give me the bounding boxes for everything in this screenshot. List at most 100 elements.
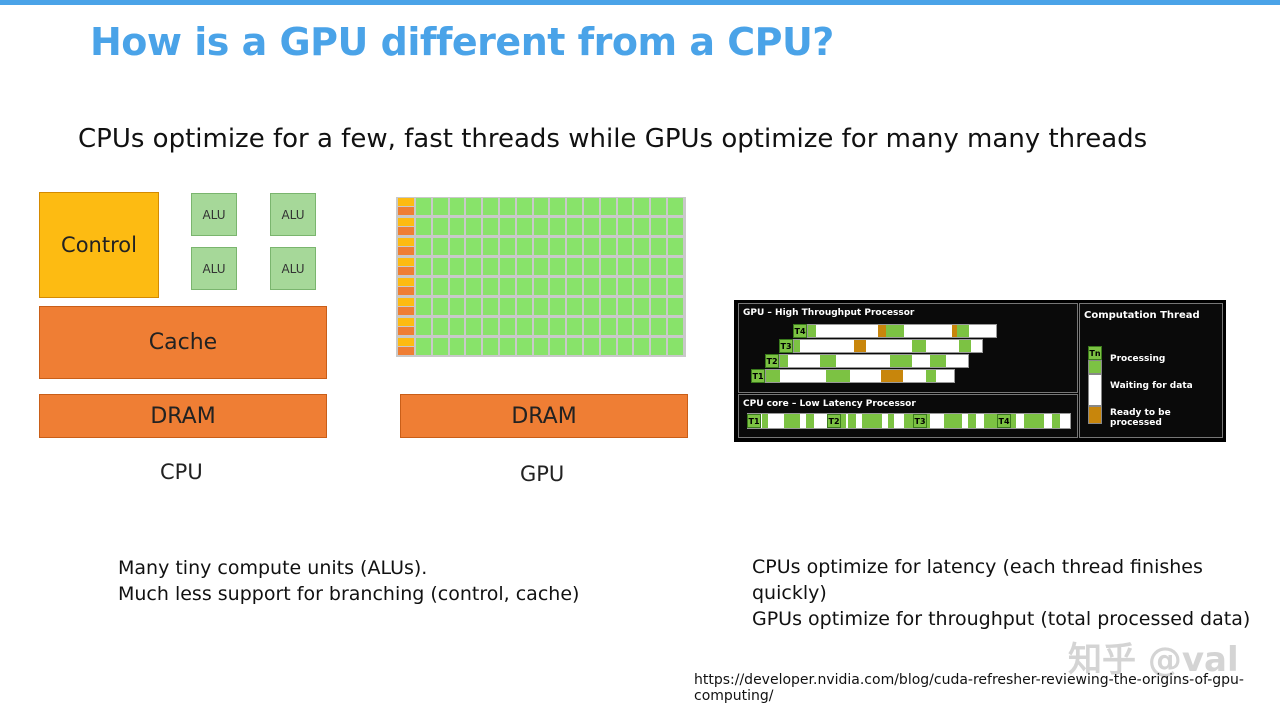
gpu-alu-cell	[516, 298, 532, 315]
cpu-thread-label: T1	[747, 414, 761, 428]
gpu-alu-cell	[533, 338, 549, 355]
gpu-alu-cell	[567, 238, 582, 255]
gpu-dram-block: DRAM	[400, 394, 688, 438]
gpu-alu-cell	[432, 258, 448, 275]
gpu-alu-cell	[516, 198, 532, 215]
gpu-alu-cell	[634, 318, 650, 335]
gpu-alu-cell	[617, 318, 633, 335]
gpu-control-cell	[398, 278, 414, 286]
cpu-alu-block: ALU	[270, 193, 316, 236]
gpu-throughput-title: GPU – High Throughput Processor	[743, 308, 915, 318]
thread-segment	[1052, 414, 1060, 428]
gpu-throughput-subpanel: GPU – High Throughput Processor T4 T3 T2 T1	[738, 303, 1078, 393]
gpu-alu-cell	[617, 298, 633, 315]
thread-segment	[854, 340, 866, 352]
gpu-alu-cell	[651, 198, 666, 215]
gpu-alu-cell	[617, 278, 633, 295]
gpu-alu-cell	[668, 278, 683, 295]
thread-segment	[959, 340, 971, 352]
legend-waiting-label: Waiting for data	[1110, 381, 1193, 391]
gpu-alu-cell	[500, 298, 515, 315]
gpu-alu-cell	[533, 218, 549, 235]
gpu-alu-cell	[567, 278, 582, 295]
legend-waiting-swatch	[1088, 374, 1102, 406]
gpu-alu-cell	[617, 338, 633, 355]
slide-title: How is a GPU different from a CPU?	[90, 20, 834, 64]
thread-segment	[862, 414, 882, 428]
gpu-alu-cell	[483, 318, 498, 335]
gpu-alu-cell	[432, 218, 448, 235]
gpu-alu-cell	[500, 258, 515, 275]
gpu-alu-cell	[483, 218, 498, 235]
gpu-alu-cell	[550, 318, 566, 335]
gpu-alu-cell	[600, 258, 616, 275]
slide-subtitle: CPUs optimize for a few, fast threads wh…	[78, 124, 1148, 154]
gpu-cache-cell	[398, 267, 414, 275]
gpu-alu-cell	[449, 198, 465, 215]
thread-segment	[888, 414, 894, 428]
source-link[interactable]: https://developer.nvidia.com/blog/cuda-r…	[694, 672, 1244, 704]
gpu-alu-cell	[500, 198, 515, 215]
gpu-alu-cell	[634, 258, 650, 275]
legend-title: Computation Thread	[1084, 310, 1200, 321]
gpu-cache-cell	[398, 227, 414, 235]
gpu-alu-cell	[466, 218, 482, 235]
cpu-thread-bar	[747, 413, 1071, 429]
gpu-alu-cell	[432, 298, 448, 315]
gpu-alu-cell	[550, 258, 566, 275]
gpu-alu-cell	[617, 198, 633, 215]
legend-processing-swatch	[1088, 360, 1102, 374]
gpu-alu-cell	[416, 258, 431, 275]
gpu-alu-cell	[449, 278, 465, 295]
gpu-thread-label: T3	[779, 339, 793, 353]
gpu-alu-cell	[584, 238, 599, 255]
gpu-alu-cell	[550, 338, 566, 355]
thread-segment	[930, 355, 946, 367]
gpu-alu-cell	[651, 298, 666, 315]
thread-segment	[784, 414, 800, 428]
gpu-alu-cell	[550, 238, 566, 255]
gpu-alu-cell	[466, 238, 482, 255]
latency-throughput-panel: GPU – High Throughput Processor T4 T3 T2 T1…	[734, 300, 1226, 442]
gpu-alu-cell	[416, 238, 431, 255]
gpu-alu-cell	[567, 318, 582, 335]
gpu-points: Many tiny compute units (ALUs). Much les…	[118, 555, 579, 607]
gpu-alu-cell	[533, 198, 549, 215]
gpu-alu-cell	[600, 198, 616, 215]
gpu-alu-cell	[600, 278, 616, 295]
gpu-alu-cell	[432, 238, 448, 255]
gpu-control-cell	[398, 338, 414, 346]
gpu-alu-cell	[668, 338, 683, 355]
legend-thread-icon: Tn	[1088, 346, 1102, 360]
gpu-alu-cell	[584, 198, 599, 215]
gpu-alu-cell	[449, 238, 465, 255]
gpu-control-cell	[398, 258, 414, 266]
cpu-alu-block: ALU	[191, 193, 237, 236]
gpu-thread-bar	[793, 339, 983, 353]
thread-segment	[820, 355, 836, 367]
gpu-alu-cell	[533, 298, 549, 315]
thread-segment	[881, 370, 903, 382]
gpu-alu-cell	[567, 298, 582, 315]
gpu-alu-cell	[449, 258, 465, 275]
cpu-points: CPUs optimize for latency (each thread f…	[752, 554, 1280, 632]
gpu-alu-cell	[516, 338, 532, 355]
gpu-alu-cell	[500, 238, 515, 255]
gpu-alu-cell	[466, 258, 482, 275]
gpu-caption: GPU	[520, 462, 565, 486]
gpu-alu-cell	[584, 318, 599, 335]
watermark: 知乎 @val	[1068, 640, 1239, 680]
gpu-cache-cell	[398, 347, 414, 355]
gpu-alu-cell	[516, 318, 532, 335]
cpu-latency-subpanel: CPU core – Low Latency Processor T1 T2 T3 T…	[738, 394, 1078, 438]
gpu-alu-cell	[483, 278, 498, 295]
gpu-alu-cell	[634, 298, 650, 315]
gpu-alu-cell	[651, 318, 666, 335]
gpu-alu-cell	[416, 318, 431, 335]
gpu-alu-cell	[651, 258, 666, 275]
gpu-control-cell	[398, 198, 414, 206]
cpu-cache-block: Cache	[39, 306, 327, 379]
gpu-alu-cell	[634, 198, 650, 215]
gpu-alu-cell	[634, 338, 650, 355]
thread-segment	[794, 340, 800, 352]
